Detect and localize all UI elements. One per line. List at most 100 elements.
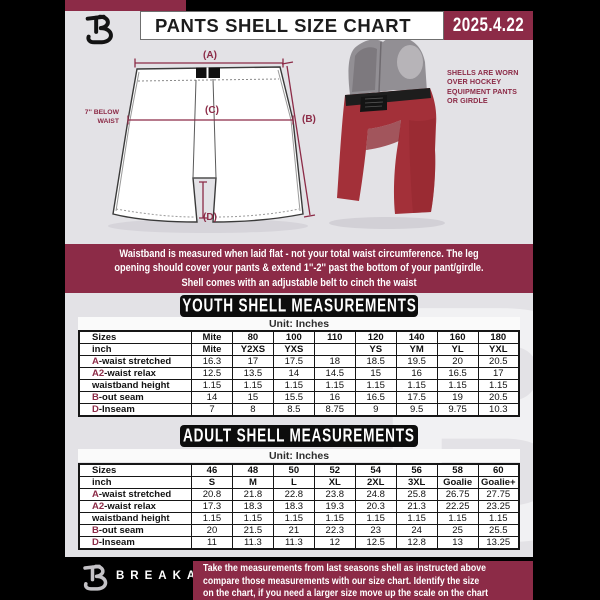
date-text: 2025.4.22 (452, 14, 525, 36)
measurement-cell: 56 (395, 463, 438, 477)
footer-note-text: Take the measurements from last seasons … (203, 563, 489, 600)
top-black-bar (65, 0, 533, 11)
row-label: Sizes (78, 463, 192, 477)
measurement-cell: 20.8 (191, 488, 233, 501)
measurement-cell: 18.5 (354, 355, 397, 368)
table-row: inch S M L XL 2XL 3XL Goalie Goalie+ (78, 476, 520, 489)
measurement-cell: 15.5 (272, 391, 315, 404)
measurement-cell: YM (395, 343, 438, 356)
measurement-cell: Goalie+ (477, 476, 520, 489)
info-banner-text: Waistband is measured when laid flat - n… (114, 247, 484, 289)
table-row: A-waist stretched 20.8 21.8 22.8 23.8 24.8 25.… (78, 488, 520, 501)
row-label: A-waist stretched (78, 355, 192, 368)
measurement-cell: L (272, 476, 315, 489)
measurement-label-b: (B) (302, 114, 316, 125)
measurement-cell: 80 (231, 330, 274, 344)
measurement-cell: 17.5 (395, 391, 438, 404)
row-label: inch (78, 476, 192, 489)
measurement-cell: 17 (477, 367, 520, 380)
measurement-cell: 16.5 (354, 391, 397, 404)
measurement-cell: 13.5 (231, 367, 274, 380)
measurement-cell: 21.3 (395, 500, 438, 513)
youth-measurements-table: Sizes Mite 80 100 110 120 140 160 180 inch Mite Y2X… (78, 330, 520, 417)
measurement-cell: 160 (436, 330, 479, 344)
measurement-cell: 22.8 (272, 488, 315, 501)
measurement-cell: 8.5 (272, 403, 315, 417)
measurement-cell: 100 (272, 330, 315, 344)
measurement-cell: 14 (191, 391, 233, 404)
measurement-cell: 17.5 (272, 355, 315, 368)
measurement-cell: 1.15 (395, 512, 438, 525)
measurement-cell: 50 (272, 463, 315, 477)
row-label: B-out seam (78, 524, 192, 537)
measurement-cell: 20.5 (477, 355, 520, 368)
measurement-cell: 12.5 (354, 536, 397, 550)
measurement-cell: 1.15 (395, 379, 438, 392)
measurement-cell: 1.15 (436, 512, 479, 525)
table-row: Sizes Mite 80 100 110 120 140 160 180 (78, 330, 520, 344)
row-label: D-Inseam (78, 536, 192, 550)
measurement-cell: 13.25 (477, 536, 520, 550)
waist-note: 7'' BELOW WAIST (84, 109, 119, 125)
adult-unit-label: Unit: Inches (78, 449, 520, 462)
table-row: A-waist stretched 16.3 17 17.5 18 18.5 19.5 20 2… (78, 355, 520, 368)
measurement-cell: 48 (231, 463, 274, 477)
measurement-cell: Y2XS (231, 343, 274, 356)
photo-caption: SHELLS ARE WORN OVER HOCKEY EQUIPMENT PANT… (447, 68, 519, 106)
measurement-cell: Mite (191, 343, 233, 356)
top-accent-bar (65, 0, 186, 11)
measurement-cell: 20.5 (477, 391, 520, 404)
title-box: PANTS SHELL SIZE CHART (140, 11, 444, 40)
measurement-cell: 1.15 (231, 512, 274, 525)
measurement-cell: 46 (191, 463, 233, 477)
measurement-cell: 12.8 (395, 536, 438, 550)
measurement-cell: 18.3 (272, 500, 315, 513)
table-row: D-Inseam 11 11.3 11.3 12 12.5 12.8 13 13.25 (78, 536, 520, 550)
table-row: A2-waist relax 12.5 13.5 14 14.5 15 16 16.5 17 (78, 367, 520, 380)
measurement-cell: 16.3 (191, 355, 233, 368)
measurement-cell: 21 (272, 524, 315, 537)
measurement-cell: 21.8 (231, 488, 274, 501)
measurement-cell: 19.3 (313, 500, 356, 513)
measurement-cell: Mite (191, 330, 233, 344)
youth-section-banner: YOUTH SHELL MEASUREMENTS (180, 295, 418, 317)
measurement-cell: YXS (272, 343, 315, 356)
measurement-cell: 20.3 (354, 500, 397, 513)
measurement-cell: 17 (231, 355, 274, 368)
row-label: Sizes (78, 330, 192, 344)
measurement-cell: 10.3 (477, 403, 520, 417)
measurement-cell: 2XL (354, 476, 397, 489)
measurement-cell: 15 (354, 367, 397, 380)
adult-section-title: ADULT SHELL MEASUREMENTS (183, 425, 415, 446)
measurement-cell: 9 (354, 403, 397, 417)
measurement-cell: YL (436, 343, 479, 356)
measurement-cell: 23.25 (477, 500, 520, 513)
measurement-cell: 11 (191, 536, 233, 550)
measurement-cell: M (231, 476, 274, 489)
measurement-label-d: (D) (203, 212, 217, 223)
brand-logo-icon (79, 13, 119, 47)
measurement-cell: 16 (395, 367, 438, 380)
row-label: A2-waist relax (78, 500, 192, 513)
measurement-cell: 11.3 (272, 536, 315, 550)
measurement-cell: 110 (313, 330, 356, 344)
measurement-cell: YXL (477, 343, 520, 356)
measurement-cell: 1.15 (272, 512, 315, 525)
measurement-cell: 52 (313, 463, 356, 477)
table-row: D-Inseam 7 8 8.5 8.75 9 9.5 9.75 10.3 (78, 403, 520, 417)
measurement-cell: Goalie (436, 476, 479, 489)
measurement-cell: 9.75 (436, 403, 479, 417)
measurement-cell: 18 (313, 355, 356, 368)
row-label: inch (78, 343, 192, 356)
measurement-cell: 140 (395, 330, 438, 344)
measurement-cell: 12 (313, 536, 356, 550)
info-banner: Waistband is measured when laid flat - n… (65, 244, 533, 293)
size-chart-page: PANTS SHELL SIZE CHART 2025.4.22 (65, 0, 533, 557)
row-label: waistband height (78, 512, 192, 525)
measurement-cell: 25 (436, 524, 479, 537)
measurement-cell: 8 (231, 403, 274, 417)
measurement-label-a: (A) (203, 50, 217, 61)
measurement-cell: 58 (436, 463, 479, 477)
measurement-cell: 1.15 (313, 512, 356, 525)
measurement-cell: 12.5 (191, 367, 233, 380)
